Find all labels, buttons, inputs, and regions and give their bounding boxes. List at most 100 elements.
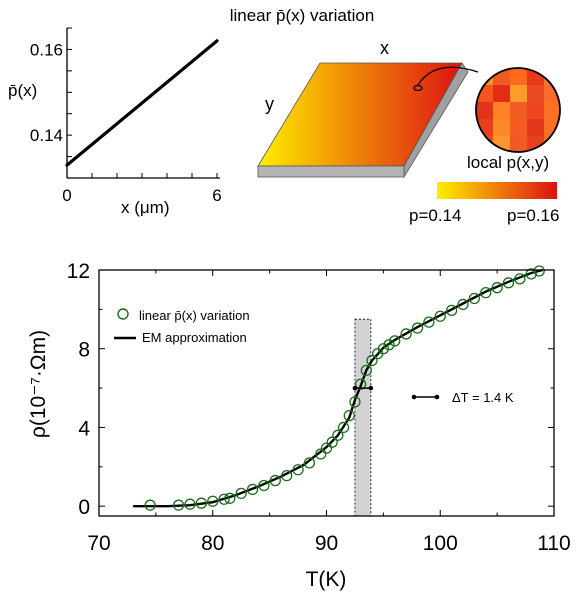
delta-t-marker — [352, 385, 374, 391]
zoom-pixel — [476, 136, 494, 152]
main-y-tick-label: 4 — [78, 417, 90, 440]
delta-t-dot — [368, 385, 374, 391]
inset-x-label: x (μm) — [121, 198, 170, 217]
delta-t-label: ΔT = 1.4 K — [452, 390, 514, 405]
data-point — [218, 493, 230, 505]
slab-illustration: x y local p(x,y) p=0.14 p=0.16 — [257, 38, 561, 225]
data-point — [502, 277, 515, 289]
data-point — [400, 328, 412, 340]
data-point — [360, 364, 372, 377]
slab-front-face — [257, 165, 405, 178]
zoom-pixel — [544, 102, 560, 120]
slab-x-label: x — [380, 38, 389, 58]
data-point — [445, 304, 458, 316]
inset-y-tick-label: 0.14 — [30, 126, 63, 145]
main-x-tick-label: 80 — [201, 532, 224, 555]
data-point — [337, 421, 350, 434]
main-x-tick-label: 70 — [87, 532, 110, 555]
data-point — [224, 492, 236, 504]
delta-t-dot — [352, 385, 358, 391]
inset-chart: 0 6 0.14 0.16 p̄(x) x (μm) — [8, 27, 222, 217]
data-point — [184, 498, 196, 510]
data-point — [235, 487, 247, 500]
colorbar-high-label: p=0.16 — [507, 206, 559, 225]
data-point — [468, 292, 481, 305]
legend-label-0: linear p̄(x) variation — [139, 308, 250, 323]
inset-x-tick-label: 6 — [212, 186, 221, 205]
data-point — [332, 429, 344, 441]
data-point — [269, 474, 281, 487]
data-point — [207, 495, 219, 507]
zoom-pixel — [510, 136, 528, 152]
zoom-pixel — [544, 136, 560, 152]
data-point — [423, 316, 435, 328]
zoom-connector — [417, 66, 479, 86]
zoom-pixel — [527, 102, 545, 120]
inset-y-tick-label: 0.16 — [30, 40, 63, 59]
data-point — [491, 282, 503, 294]
zoom-pixel — [544, 68, 560, 86]
main-y-tick-label: 8 — [78, 339, 90, 362]
zoom-pixel — [510, 85, 528, 103]
delta-t-legend: ΔT = 1.4 K — [411, 390, 514, 405]
em-approximation-line — [133, 268, 543, 508]
data-point — [258, 479, 270, 492]
zoom-pixel — [476, 68, 494, 86]
data-point — [326, 436, 338, 448]
data-point — [172, 499, 185, 511]
zoom-spot — [413, 84, 423, 92]
data-point — [354, 378, 367, 390]
data-point — [525, 268, 537, 280]
data-point — [383, 339, 395, 351]
main-y-tick-label: 0 — [78, 496, 90, 519]
data-point — [514, 273, 526, 285]
data-point — [303, 457, 316, 469]
top-title: linear p̄(x) variation — [230, 6, 375, 25]
inset-y-label: p̄(x) — [8, 81, 37, 100]
data-point — [320, 442, 333, 454]
legend-label-1: EM approximation — [142, 330, 247, 345]
data-point — [144, 499, 156, 511]
zoom-pixel — [493, 85, 511, 103]
zoom-pixel — [527, 85, 545, 103]
data-point — [480, 286, 492, 299]
zoom-pixel — [527, 68, 545, 86]
legend: linear p̄(x) variation EM approximation — [114, 308, 250, 345]
slab-y-label: y — [265, 94, 274, 114]
data-point — [366, 354, 378, 367]
data-point — [349, 396, 361, 408]
zoom-pixel — [510, 102, 528, 120]
zoom-pixel — [476, 102, 494, 120]
delta-t-legend-dot-right — [434, 394, 440, 400]
delta-t-legend-dot-left — [411, 394, 417, 400]
data-point — [315, 448, 327, 460]
inset-series-line — [65, 39, 219, 167]
slab-top-face — [257, 62, 463, 167]
zoom-pixel — [510, 68, 528, 86]
data-point — [411, 322, 424, 334]
zoom-pixel — [476, 119, 494, 137]
main-chart: 70 80 90 100 110 0 4 8 12 linear p̄(x) variation… — [27, 260, 571, 591]
colorbar-low-label: p=0.14 — [409, 206, 461, 225]
zoom-circle — [475, 67, 561, 153]
transition-band — [354, 318, 372, 517]
legend-marker-circle — [117, 308, 129, 320]
main-x-tick-label: 110 — [537, 532, 570, 555]
colorbar — [437, 182, 557, 199]
data-point — [343, 409, 355, 422]
slab-right-face — [403, 62, 469, 179]
main-y-label: ρ(10⁻⁷·Ωm) — [27, 330, 50, 438]
main-x-tick-label: 100 — [423, 532, 458, 555]
data-point — [246, 483, 259, 496]
data-point — [389, 335, 401, 347]
main-y-tick-label: 12 — [67, 260, 90, 283]
data-point — [292, 464, 304, 476]
main-x-tick-label: 90 — [315, 532, 338, 555]
data-point — [377, 343, 390, 355]
local-label: local p(x,y) — [467, 153, 549, 172]
zoom-pixel — [493, 102, 511, 120]
zoom-pixel — [493, 119, 511, 137]
data-point — [281, 470, 293, 482]
zoom-pixel — [510, 119, 528, 137]
